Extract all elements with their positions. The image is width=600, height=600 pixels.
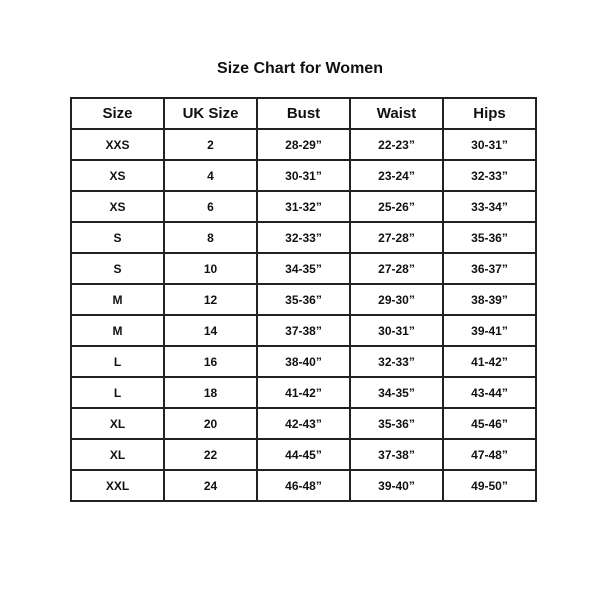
table-row: XXL 24 46-48” 39-40” 49-50” <box>70 469 537 502</box>
page-title: Size Chart for Women <box>217 60 383 77</box>
table-row: S 10 34-35” 27-28” 36-37” <box>70 252 537 285</box>
column-header: Size <box>70 97 165 130</box>
table-cell: 35-36” <box>349 407 444 440</box>
table-cell: XL <box>70 407 165 440</box>
table-cell: 10 <box>163 252 258 285</box>
table-cell: 38-39” <box>442 283 537 316</box>
table-cell: 20 <box>163 407 258 440</box>
table-cell: 25-26” <box>349 190 444 223</box>
table-row: XXS 2 28-29” 22-23” 30-31” <box>70 128 537 161</box>
column-header: Hips <box>442 97 537 130</box>
table-header-row: Size UK Size Bust Waist Hips <box>70 97 537 130</box>
table-cell: 12 <box>163 283 258 316</box>
table-cell: 32-33” <box>256 221 351 254</box>
table-cell: 2 <box>163 128 258 161</box>
table-cell: 35-36” <box>256 283 351 316</box>
table-cell: M <box>70 314 165 347</box>
table-cell: 22 <box>163 438 258 471</box>
table-cell: M <box>70 283 165 316</box>
table-cell: 38-40” <box>256 345 351 378</box>
table-row: XS 4 30-31” 23-24” 32-33” <box>70 159 537 192</box>
table-cell: 43-44” <box>442 376 537 409</box>
table-cell: 14 <box>163 314 258 347</box>
table-cell: XS <box>70 190 165 223</box>
table-cell: L <box>70 345 165 378</box>
table-cell: 23-24” <box>349 159 444 192</box>
table-cell: 36-37” <box>442 252 537 285</box>
table-row: S 8 32-33” 27-28” 35-36” <box>70 221 537 254</box>
table-cell: 30-31” <box>442 128 537 161</box>
table-cell: S <box>70 221 165 254</box>
table-cell: L <box>70 376 165 409</box>
table-row: XL 20 42-43” 35-36” 45-46” <box>70 407 537 440</box>
table-cell: 32-33” <box>442 159 537 192</box>
table-cell: 47-48” <box>442 438 537 471</box>
table-cell: 42-43” <box>256 407 351 440</box>
table-cell: 34-35” <box>256 252 351 285</box>
table-row: L 16 38-40” 32-33” 41-42” <box>70 345 537 378</box>
table-row: XL 22 44-45” 37-38” 47-48” <box>70 438 537 471</box>
table-cell: 44-45” <box>256 438 351 471</box>
table-cell: 34-35” <box>349 376 444 409</box>
table-cell: 31-32” <box>256 190 351 223</box>
table-cell: XL <box>70 438 165 471</box>
table-row: M 12 35-36” 29-30” 38-39” <box>70 283 537 316</box>
table-cell: 39-41” <box>442 314 537 347</box>
table-cell: 37-38” <box>256 314 351 347</box>
table-cell: 8 <box>163 221 258 254</box>
table-cell: 45-46” <box>442 407 537 440</box>
table-cell: 41-42” <box>256 376 351 409</box>
table-cell: 30-31” <box>256 159 351 192</box>
table-cell: 29-30” <box>349 283 444 316</box>
table-cell: 41-42” <box>442 345 537 378</box>
table-cell: 16 <box>163 345 258 378</box>
table-cell: 28-29” <box>256 128 351 161</box>
table-cell: 46-48” <box>256 469 351 502</box>
column-header: Bust <box>256 97 351 130</box>
table-cell: 4 <box>163 159 258 192</box>
table-cell: 39-40” <box>349 469 444 502</box>
table-cell: S <box>70 252 165 285</box>
table-cell: XXL <box>70 469 165 502</box>
table-cell: 6 <box>163 190 258 223</box>
table-cell: 35-36” <box>442 221 537 254</box>
table-cell: 30-31” <box>349 314 444 347</box>
table-cell: XXS <box>70 128 165 161</box>
table-cell: 37-38” <box>349 438 444 471</box>
size-chart-table: Size UK Size Bust Waist Hips XXS 2 28-29” 22-23… <box>70 97 537 502</box>
table-cell: 24 <box>163 469 258 502</box>
table-cell: 27-28” <box>349 252 444 285</box>
table-cell: 27-28” <box>349 221 444 254</box>
column-header: UK Size <box>163 97 258 130</box>
table-cell: XS <box>70 159 165 192</box>
table-cell: 32-33” <box>349 345 444 378</box>
column-header: Waist <box>349 97 444 130</box>
table-row: L 18 41-42” 34-35” 43-44” <box>70 376 537 409</box>
table-cell: 49-50” <box>442 469 537 502</box>
table-cell: 22-23” <box>349 128 444 161</box>
table-cell: 33-34” <box>442 190 537 223</box>
table-cell: 18 <box>163 376 258 409</box>
table-row: XS 6 31-32” 25-26” 33-34” <box>70 190 537 223</box>
table-row: M 14 37-38” 30-31” 39-41” <box>70 314 537 347</box>
